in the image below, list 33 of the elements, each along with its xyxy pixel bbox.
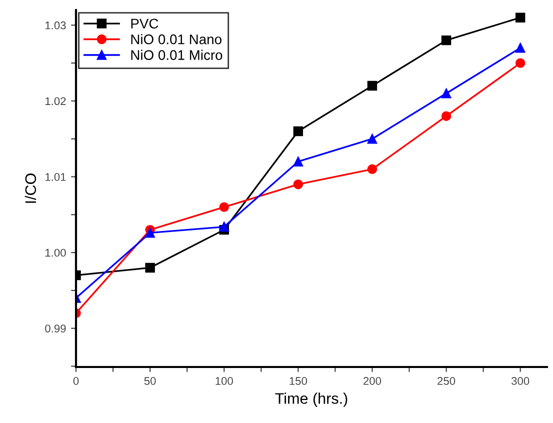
x-tick-label: 50: [144, 377, 156, 385]
point: [145, 262, 155, 273]
x-tick-label: 200: [364, 377, 382, 385]
point: [367, 80, 378, 91]
point: [293, 179, 304, 190]
point: [367, 164, 378, 174]
point: [441, 111, 452, 121]
point: [145, 228, 155, 238]
point: [219, 202, 229, 212]
x-tick-label: 300: [511, 377, 530, 385]
point: [293, 156, 304, 166]
point: [515, 58, 526, 68]
y-tick-label: 1.01: [46, 173, 66, 181]
x-tick-label: 250: [438, 377, 456, 385]
y-tick-label: 1.02: [46, 97, 66, 106]
y-tick-label: 0.99: [45, 324, 66, 332]
legend-label: NiO 0.01 Nano: [131, 34, 222, 44]
x-tick-label: 150: [290, 377, 308, 385]
x-tick-label: 0: [73, 377, 79, 385]
point: [515, 12, 526, 22]
y-tick-label: 1.03: [46, 21, 66, 30]
point: [515, 43, 526, 53]
point: [367, 134, 378, 144]
point: [219, 222, 229, 232]
x-axis-title: Time (hrs.): [275, 392, 348, 407]
point: [441, 88, 452, 98]
y-axis-title: I/CO: [24, 174, 36, 203]
legend-label: NiO 0.01 Micro: [131, 50, 222, 60]
y-tick-label: 1.00: [46, 248, 66, 257]
point: [293, 126, 304, 136]
legend-label: PVC: [131, 18, 158, 29]
point: [441, 35, 452, 46]
x-tick-label: 100: [216, 377, 233, 385]
